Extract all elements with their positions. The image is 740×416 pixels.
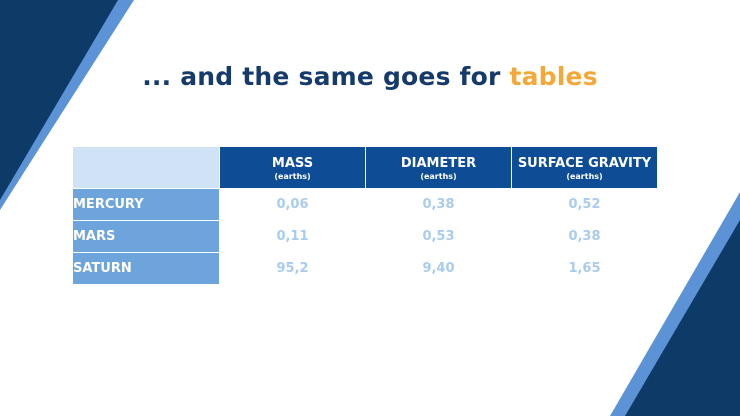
column-header-unit: (earths) [420,171,457,181]
cell-value: 0,06 [219,188,366,221]
cell-value: 1,65 [511,252,658,285]
top-left-light-triangle [0,0,134,210]
table-corner-cell [72,146,220,189]
table-row: SATURN 95,2 9,40 1,65 [72,252,658,285]
bottom-right-light-triangle [610,192,740,416]
cell-value: 0,11 [219,220,366,253]
row-label-mars: MARS [72,220,220,253]
column-header-unit: (earths) [566,171,603,181]
cell-value: 0,38 [365,188,512,221]
row-label-saturn: SATURN [72,252,220,285]
row-label-mercury: MERCURY [72,188,220,221]
column-header-diameter: DIAMETER (earths) [365,146,512,189]
column-header-surface-gravity: SURFACE GRAVITY (earths) [511,146,658,189]
slide-title: ... and the same goes for tables [0,62,740,91]
table-row: MARS 0,11 0,53 0,38 [72,220,658,253]
planet-data-table: MASS (earths) DIAMETER (earths) SURFACE … [72,146,658,285]
bottom-right-dark-triangle [625,220,740,416]
cell-value: 0,52 [511,188,658,221]
column-header-label: SURFACE GRAVITY [517,155,652,171]
column-header-mass: MASS (earths) [219,146,366,189]
column-header-unit: (earths) [274,171,311,181]
table-row: MERCURY 0,06 0,38 0,52 [72,188,658,221]
cell-value: 9,40 [365,252,512,285]
column-header-label: DIAMETER [400,155,477,171]
cell-value: 95,2 [219,252,366,285]
cell-value: 0,53 [365,220,512,253]
column-header-label: MASS [271,155,314,171]
top-left-dark-triangle [0,0,118,200]
cell-value: 0,38 [511,220,658,253]
table-header-row: MASS (earths) DIAMETER (earths) SURFACE … [72,146,658,189]
slide-title-highlight: tables [509,62,598,91]
slide-title-prefix: ... and the same goes for [142,62,510,91]
